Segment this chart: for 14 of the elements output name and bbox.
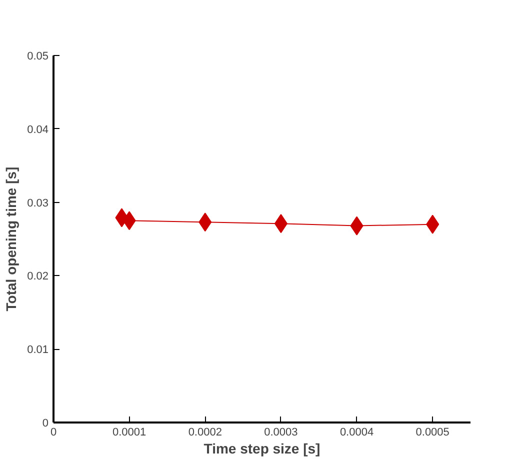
- x-tick-label: 0.0002: [188, 426, 222, 438]
- y-axis-title: Total opening time [s]: [3, 166, 20, 312]
- x-tick-label: 0: [50, 426, 57, 438]
- x-tick-label: 0.0003: [264, 426, 298, 438]
- x-tick-label: 0.0004: [340, 426, 374, 438]
- y-tick-label: 0.03: [27, 197, 49, 210]
- x-axis-title: Time step size [s]: [204, 440, 320, 456]
- x-tick-label: 0.0001: [112, 426, 146, 438]
- y-tick-label: 0.04: [27, 124, 49, 136]
- y-tick-label: 0.02: [27, 270, 49, 283]
- y-tick-label: 0.01: [27, 344, 49, 356]
- y-tick-label: 0.05: [27, 50, 49, 62]
- y-tick-label: 0: [42, 418, 49, 430]
- x-tick-label: 0.0005: [416, 426, 450, 438]
